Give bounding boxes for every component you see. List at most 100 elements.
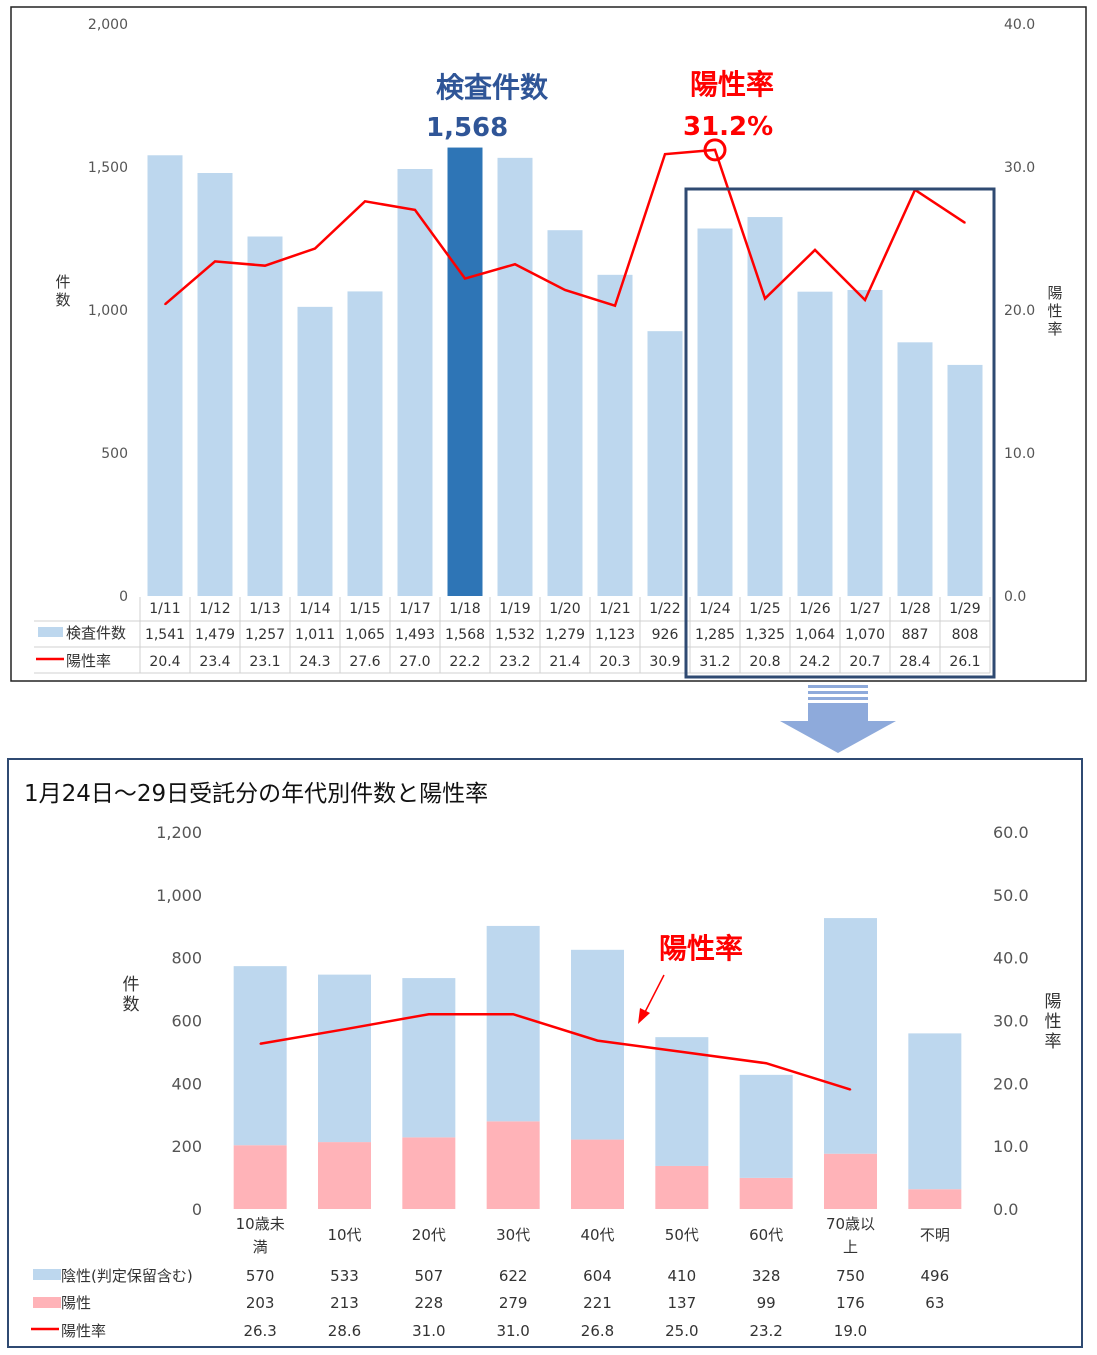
y2-tick-label: 0.0	[993, 1200, 1018, 1219]
chart1-y2label: 陽性率	[1047, 284, 1062, 338]
x-tick-label: 1/19	[499, 601, 530, 617]
x-tick-label: 1/21	[599, 601, 630, 617]
bar-negative	[402, 978, 456, 1138]
bar-tests	[947, 364, 983, 596]
table-cell-rate: 26.8	[581, 1322, 614, 1340]
y-tick-label: 800	[171, 949, 202, 968]
x-tick-label: 1/26	[799, 601, 831, 617]
bar-positive	[739, 1177, 793, 1209]
legend-label-negative: 陰性(判定保留含む)	[61, 1267, 193, 1285]
y-tick-label: 500	[101, 446, 128, 462]
chart2-frame	[7, 758, 1083, 1348]
bar-tests	[797, 291, 833, 596]
bar-positive	[318, 1142, 371, 1209]
point-positive-rate	[364, 200, 366, 203]
table-cell-tests: 1,279	[545, 627, 585, 643]
point-positive-rate	[864, 299, 866, 301]
table-cell-rate: 20.4	[149, 654, 180, 670]
bar-positive	[908, 1189, 962, 1209]
point-positive-rate	[964, 221, 966, 224]
legend-label-positive: 陽性	[61, 1294, 91, 1312]
table-cell-rate: 21.4	[549, 654, 580, 670]
bar-negative	[486, 925, 540, 1122]
point-positive-rate	[214, 260, 216, 263]
table-cell-tests: 1,123	[595, 627, 635, 643]
point-positive-rate	[849, 1088, 852, 1091]
x-tick-label: 1/17	[399, 601, 430, 617]
table-cell-rate: 24.2	[799, 654, 830, 670]
y2-tick-label: 30.0	[1004, 160, 1035, 176]
table-cell-tests: 1,532	[495, 627, 535, 643]
x-tick-label: 満	[253, 1238, 268, 1256]
bar-negative	[571, 949, 624, 1140]
legend-label-rate: 陽性率	[66, 652, 111, 670]
point-positive-rate	[314, 247, 316, 250]
table-cell-tests: 1,011	[295, 627, 335, 643]
table-cell-rate: 19.0	[834, 1322, 867, 1340]
table-cell-rate: 25.0	[665, 1322, 698, 1340]
point-positive-rate	[264, 264, 266, 267]
table-cell-tests: 1,493	[395, 627, 435, 643]
annotation-rate-label: 陽性率	[690, 68, 774, 101]
table-cell-positive: 279	[499, 1294, 528, 1312]
annotation-arrow	[643, 974, 665, 1015]
x-tick-label: 50代	[665, 1226, 699, 1244]
x-tick-label: 1/14	[299, 601, 331, 617]
table-cell-positive: 137	[668, 1294, 697, 1312]
table-cell-negative: 507	[415, 1267, 444, 1285]
x-tick-label: 1/15	[349, 601, 380, 617]
bar-positive	[824, 1153, 877, 1209]
y2-tick-label: 60.0	[993, 823, 1029, 842]
point-positive-rate	[681, 1051, 683, 1053]
y2-tick-label: 10.0	[1004, 446, 1035, 462]
table-cell-positive: 63	[925, 1294, 944, 1312]
table-cell-tests: 926	[652, 627, 679, 643]
y-tick-label: 2,000	[88, 17, 128, 33]
x-tick-label: 1/20	[549, 601, 580, 617]
x-tick-label: 1/24	[699, 601, 731, 617]
x-tick-label: 上	[843, 1238, 858, 1256]
x-tick-label: 40代	[580, 1226, 614, 1244]
table-cell-positive: 203	[246, 1294, 275, 1312]
table-cell-tests: 808	[952, 627, 979, 643]
bar-tests	[347, 291, 383, 596]
table-cell-negative: 496	[921, 1267, 950, 1285]
table-cell-rate: 30.9	[649, 654, 680, 670]
table-cell-negative: 622	[499, 1267, 528, 1285]
table-cell-rate: 31.0	[412, 1322, 445, 1340]
legend-swatch-negative	[33, 1269, 61, 1280]
table-cell-positive: 221	[583, 1294, 612, 1312]
x-tick-label: 1/28	[899, 601, 930, 617]
y2-tick-label: 0.0	[1004, 589, 1026, 605]
y-tick-label: 0	[119, 589, 128, 605]
bar-positive	[402, 1137, 456, 1209]
bar-positive	[655, 1165, 709, 1209]
chart2-y2label: 陽性率	[1045, 992, 1062, 1052]
table-cell-rate: 28.6	[328, 1322, 361, 1340]
table-cell-tests: 1,065	[345, 627, 385, 643]
table-cell-rate: 26.3	[243, 1322, 276, 1340]
y2-tick-label: 30.0	[993, 1012, 1029, 1031]
y-tick-label: 1,000	[156, 886, 202, 905]
x-tick-label: 70歳以	[826, 1215, 875, 1233]
y-tick-label: 1,000	[88, 303, 128, 319]
legend-label-tests: 検査件数	[66, 624, 126, 642]
x-tick-label: 1/12	[199, 601, 230, 617]
table-cell-negative: 328	[752, 1267, 781, 1285]
line-positive-rate	[259, 1012, 851, 1091]
annotation-age-rate-label: 陽性率	[659, 932, 743, 965]
annotation-tests-value: 1,568	[426, 113, 508, 143]
bar-tests	[197, 173, 233, 597]
point-positive-rate	[564, 289, 566, 291]
legend-swatch-positive	[33, 1297, 61, 1308]
x-tick-label: 1/18	[449, 601, 480, 617]
bar-tests	[697, 228, 733, 597]
bar-tests	[747, 217, 783, 597]
table-cell-tests: 1,285	[695, 627, 735, 643]
y-tick-label: 200	[171, 1137, 202, 1156]
bar-positive	[486, 1121, 540, 1209]
bar-negative	[908, 1033, 962, 1190]
table-cell-positive: 213	[330, 1294, 359, 1312]
